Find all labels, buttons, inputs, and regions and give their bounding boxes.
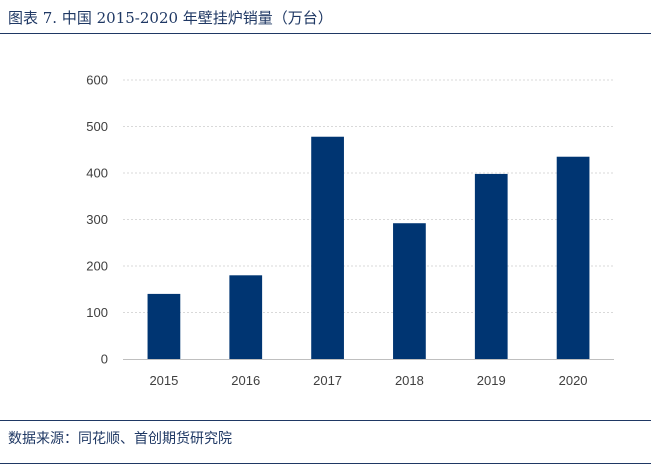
x-axis-ticks: 2015 2016 2017 2018 2019 2020 — [149, 373, 587, 388]
y-tick-label: 200 — [86, 259, 108, 274]
y-tick-label: 0 — [101, 352, 108, 367]
chart-footer: 数据来源：同花顺、首创期货研究院 — [0, 420, 651, 464]
chart-title: 图表 7. 中国 2015-2020 年壁挂炉销量（万台） — [8, 9, 333, 27]
bar-2018 — [393, 223, 426, 359]
x-tick-label: 2019 — [477, 373, 506, 388]
y-tick-label: 100 — [86, 305, 108, 320]
gridlines — [123, 79, 614, 313]
bar-2020 — [556, 156, 590, 359]
bars — [147, 136, 590, 359]
bar-2017 — [311, 136, 344, 359]
x-tick-label: 2017 — [313, 373, 342, 388]
bar-2016 — [229, 275, 263, 359]
y-tick-label: 300 — [86, 212, 108, 227]
x-tick-label: 2016 — [231, 373, 260, 388]
chart-header: 图表 7. 中国 2015-2020 年壁挂炉销量（万台） — [0, 0, 651, 34]
x-tick-label: 2015 — [149, 373, 178, 388]
bar-2015 — [147, 293, 181, 359]
y-tick-label: 400 — [86, 166, 108, 181]
y-axis-ticks: 0 100 200 300 400 500 600 — [86, 73, 108, 367]
x-tick-label: 2020 — [559, 373, 588, 388]
y-tick-label: 500 — [86, 119, 108, 134]
source-note: 数据来源：同花顺、首创期货研究院 — [8, 431, 232, 447]
bar-chart: 0 100 200 300 400 500 600 2015 2016 2017 2018 2019… — [86, 73, 614, 388]
x-tick-label: 2018 — [395, 373, 424, 388]
bar-2019 — [474, 173, 508, 359]
y-tick-label: 600 — [86, 73, 108, 88]
chart-area: 0 100 200 300 400 500 600 2015 2016 2017 2018 2019… — [0, 34, 651, 420]
